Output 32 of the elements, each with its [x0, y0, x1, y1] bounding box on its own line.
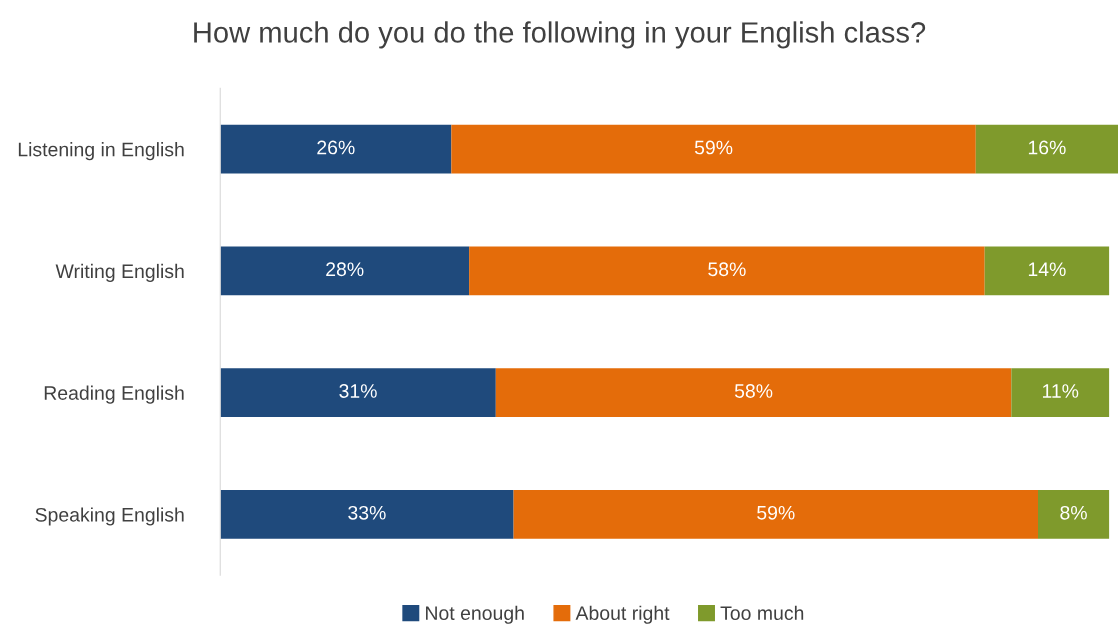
- bar: [451, 124, 976, 174]
- bar: [220, 124, 452, 174]
- data-label: 59%: [757, 505, 795, 520]
- chart-title: How much do you do the following in your English class?: [194, 21, 926, 49]
- data-label: 58%: [734, 384, 773, 398]
- y-tick-label: Listening in English: [18, 142, 184, 161]
- bar: [1038, 490, 1110, 539]
- bar: [469, 246, 985, 296]
- data-label: 58%: [708, 262, 746, 277]
- bar: [220, 490, 514, 539]
- data-label: 28%: [326, 262, 364, 277]
- legend-label: About right: [575, 605, 670, 624]
- data-label: 59%: [694, 140, 733, 155]
- bar: [220, 246, 470, 296]
- data-label: 16%: [1028, 140, 1066, 155]
- legend-label: Too much: [720, 605, 804, 621]
- data-label: 31%: [339, 384, 377, 398]
- legend-label: Not enough: [426, 605, 524, 624]
- y-tick-label: Speaking English: [35, 507, 184, 526]
- bar: [495, 368, 1012, 418]
- data-label: 8%: [1060, 505, 1087, 520]
- bar: [220, 368, 496, 418]
- data-label: 33%: [348, 505, 386, 520]
- bar: [975, 124, 1118, 174]
- bar: [1011, 368, 1110, 418]
- data-label: 11%: [1042, 384, 1079, 398]
- data-label: 26%: [317, 140, 355, 155]
- y-tick-label: Reading English: [44, 385, 184, 404]
- bar: [984, 246, 1110, 296]
- data-label: 14%: [1028, 262, 1066, 277]
- bar: [513, 490, 1038, 539]
- y-tick-label: Writing English: [55, 263, 184, 282]
